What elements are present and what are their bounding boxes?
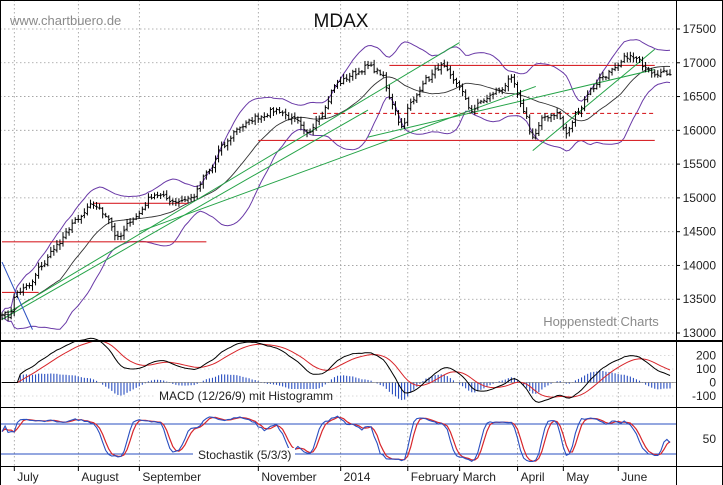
date-tick-label: April <box>521 470 545 484</box>
date-tick-label: July <box>17 470 38 484</box>
macd-signal-line <box>2 340 671 398</box>
date-tick-label: 2014 <box>344 470 371 484</box>
macd-ytick-label: 100 <box>696 362 716 376</box>
stoch-d-line <box>1 416 671 462</box>
date-tick-label: June <box>621 470 647 484</box>
price-ytick-label: 13500 <box>683 292 717 306</box>
trend-line <box>532 48 656 151</box>
source-label: Hoppenstedt Charts <box>543 314 659 329</box>
stoch-label-bg <box>193 448 295 462</box>
stoch-k-line <box>1 415 671 463</box>
price-ytick-label: 15000 <box>683 191 717 205</box>
stoch-ytick-label: 50 <box>703 432 717 446</box>
price-ytick-label: 16000 <box>683 123 717 137</box>
axis-layer: 13000 13500 14000 14500 15000 15500 16000 16500… <box>13 22 717 484</box>
date-tick-label: May <box>566 470 589 484</box>
date-tick-label: February <box>411 470 459 484</box>
overlay-layer <box>1 39 671 330</box>
macd-ytick-label: -100 <box>692 389 716 403</box>
price-ytick-label: 13000 <box>683 326 717 340</box>
price-ytick-label: 14500 <box>683 225 717 239</box>
macd-label: MACD (12/26/9) mit Histogramm <box>159 389 333 403</box>
bollinger-upper-line <box>1 39 671 313</box>
price-ytick-label: 17500 <box>683 22 717 36</box>
date-tick-label: March <box>463 470 496 484</box>
chart-title: MDAX <box>314 11 369 32</box>
macd-label-bg <box>154 389 330 403</box>
watermark: www.chartbuero.de <box>9 13 121 28</box>
price-ytick-label: 14000 <box>683 258 717 272</box>
date-tick-label: August <box>81 470 119 484</box>
price-layer <box>0 51 672 322</box>
macd-line <box>2 337 671 403</box>
moving-average-line <box>1 65 671 316</box>
trend-line <box>7 42 460 314</box>
stoch-label: Stochastik (5/3/3) <box>198 448 291 462</box>
price-ytick-label: 15500 <box>683 157 717 171</box>
trend-line <box>367 69 655 138</box>
price-ytick-label: 16500 <box>683 90 717 104</box>
trend-line <box>139 85 536 233</box>
indicator-layer <box>0 337 676 463</box>
date-tick-label: September <box>142 470 201 484</box>
macd-ytick-label: 0 <box>709 376 716 390</box>
date-tick-label: November <box>261 470 316 484</box>
price-ytick-label: 17000 <box>683 56 717 70</box>
macd-ytick-label: 200 <box>696 349 716 363</box>
